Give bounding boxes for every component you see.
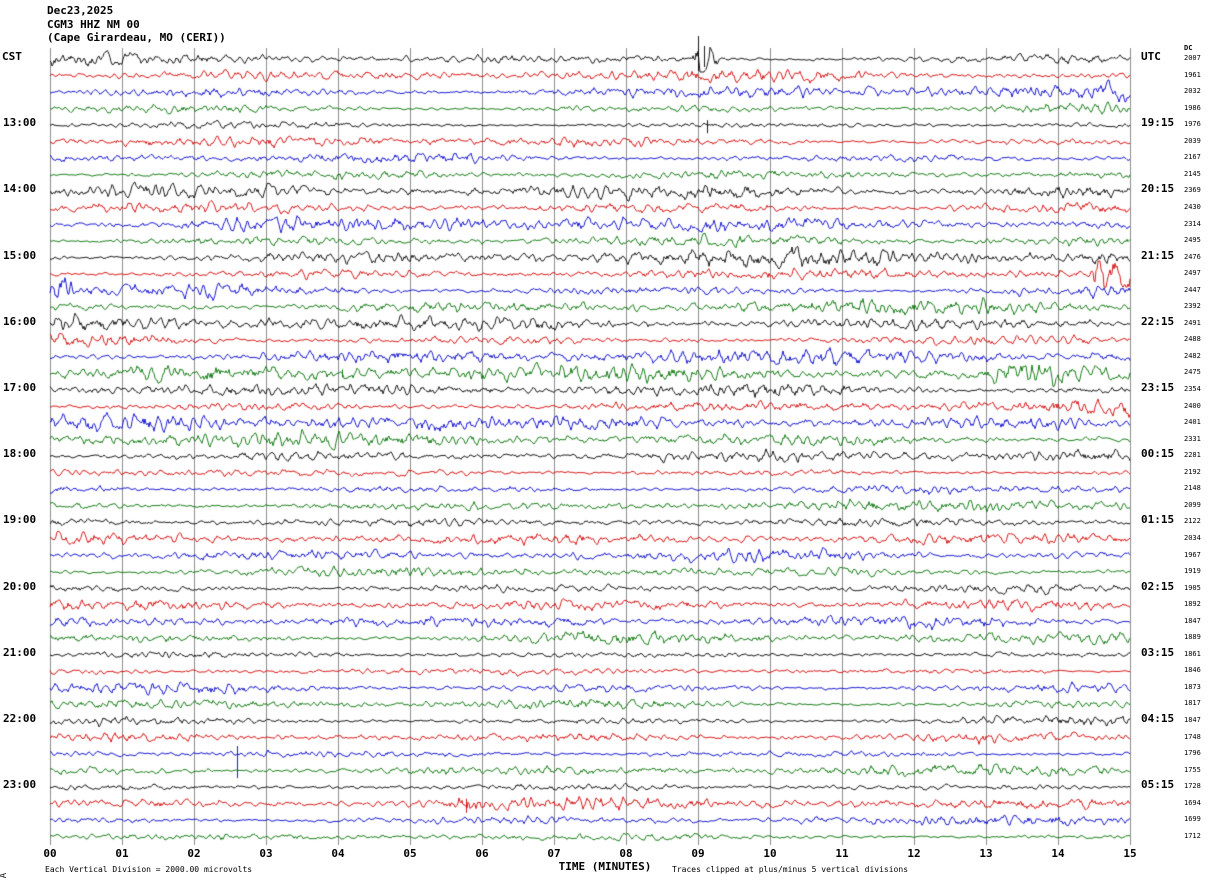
dc-value: 2400 (1184, 401, 1201, 410)
dc-value: 1961 (1184, 70, 1201, 79)
left-time-label: 17:00 (3, 381, 37, 394)
scale-note: Each Vertical Division = 2000.00 microvo… (45, 865, 253, 874)
x-tick-label: 05 (403, 847, 417, 860)
x-tick-label: 09 (691, 847, 705, 860)
dc-value: 2369 (1184, 186, 1201, 195)
dc-value: 2039 (1184, 136, 1201, 145)
right-time-label: 03:15 (1141, 645, 1175, 659)
x-tick-label: 02 (187, 847, 201, 860)
right-time-label: 01:15 (1141, 513, 1175, 527)
station-code: CGM3 HHZ NM 00 (47, 18, 140, 31)
x-tick-label: 00 (43, 847, 57, 860)
dc-column-header: DC (1184, 44, 1193, 52)
left-time-label: 20:00 (3, 579, 37, 593)
x-tick-label: 14 (1051, 847, 1065, 860)
dc-value: 1889 (1184, 633, 1201, 642)
left-time-label: 18:00 (3, 447, 37, 461)
dc-value: 1976 (1184, 120, 1201, 129)
left-time-label: 16:00 (3, 314, 37, 328)
dc-value: 1892 (1184, 600, 1201, 609)
left-time-label: 13:00 (3, 116, 37, 130)
right-time-label: 04:15 (1141, 712, 1175, 725)
dc-value: 2314 (1184, 219, 1201, 228)
right-time-label: 22:15 (1141, 314, 1175, 328)
left-time-label: 21:00 (3, 645, 37, 659)
dc-value: 2475 (1184, 368, 1201, 377)
dc-value: 2034 (1184, 533, 1201, 542)
dc-value: 2495 (1184, 236, 1201, 245)
dc-value: 1846 (1184, 666, 1201, 675)
x-tick-label: 12 (907, 847, 921, 860)
corner-mark: A (0, 872, 10, 879)
left-time-label: 19:00 (3, 513, 37, 527)
x-tick-label: 08 (619, 847, 633, 860)
x-tick-label: 13 (979, 847, 993, 860)
dc-value: 2145 (1184, 169, 1201, 178)
right-time-label: 21:15 (1141, 248, 1175, 262)
right-time-label: 20:15 (1141, 182, 1175, 196)
right-time-label: 00:15 (1141, 447, 1175, 461)
dc-value: 2032 (1184, 87, 1201, 96)
dc-value: 2491 (1184, 318, 1201, 327)
dc-value: 2354 (1184, 385, 1201, 393)
dc-value: 1817 (1184, 699, 1201, 708)
x-tick-label: 11 (835, 847, 849, 860)
clip-note: Traces clipped at plus/minus 5 vertical … (672, 865, 909, 874)
dc-value: 1847 (1184, 716, 1201, 724)
right-time-label: 19:15 (1141, 116, 1175, 130)
dc-value: 1748 (1184, 732, 1201, 741)
x-tick-label: 07 (547, 847, 561, 860)
dc-value: 2122 (1184, 517, 1201, 526)
dc-value: 1873 (1184, 682, 1201, 691)
right-time-label: 05:15 (1141, 778, 1175, 792)
x-axis-title: TIME (MINUTES) (558, 860, 652, 873)
dc-value: 2482 (1184, 351, 1201, 360)
x-tick-label: 04 (331, 847, 345, 860)
dc-value: 1712 (1184, 831, 1201, 840)
dc-value: 1986 (1184, 103, 1201, 112)
right-timezone-label: UTC (1141, 50, 1161, 63)
dc-value: 1694 (1184, 798, 1201, 807)
date-title: Dec23,2025 (47, 4, 114, 17)
station-location: (Cape Girardeau, MO (CERI)) (47, 31, 226, 44)
dc-value: 2331 (1184, 434, 1201, 443)
dc-value: 2401 (1184, 418, 1201, 427)
x-tick-label: 01 (115, 847, 129, 860)
dc-value: 1861 (1184, 649, 1201, 658)
left-time-label: 23:00 (3, 778, 37, 792)
dc-value: 1796 (1184, 749, 1201, 758)
left-time-label: 15:00 (3, 248, 37, 262)
left-timezone-label: CST (2, 50, 22, 63)
dc-value: 2281 (1184, 451, 1201, 460)
dc-value: 2167 (1184, 153, 1201, 162)
dc-value: 1919 (1184, 567, 1201, 576)
dc-value: 1967 (1184, 550, 1201, 559)
dc-value: 2148 (1184, 484, 1201, 493)
dc-value: 1728 (1184, 782, 1201, 791)
x-tick-label: 10 (763, 847, 777, 860)
x-tick-label: 06 (475, 847, 489, 860)
right-time-label: 02:15 (1141, 579, 1175, 593)
dc-value: 2447 (1184, 285, 1201, 294)
x-tick-label: 15 (1123, 847, 1137, 860)
dc-value: 2392 (1184, 302, 1201, 311)
right-time-label: 23:15 (1141, 381, 1175, 394)
dc-value: 1699 (1184, 815, 1201, 824)
dc-value: 2007 (1184, 54, 1201, 62)
dc-value: 1847 (1184, 616, 1201, 625)
dc-value: 2192 (1184, 467, 1201, 476)
dc-value: 1905 (1184, 583, 1201, 592)
dc-value: 1755 (1184, 765, 1201, 774)
dc-value: 2476 (1184, 252, 1201, 261)
left-time-label: 14:00 (3, 182, 37, 196)
dc-value: 2099 (1184, 500, 1201, 509)
x-tick-label: 03 (259, 847, 273, 860)
left-time-label: 22:00 (3, 712, 37, 725)
dc-value: 2488 (1184, 335, 1201, 344)
dc-value: 2497 (1184, 269, 1201, 278)
dc-value: 2430 (1184, 202, 1201, 211)
